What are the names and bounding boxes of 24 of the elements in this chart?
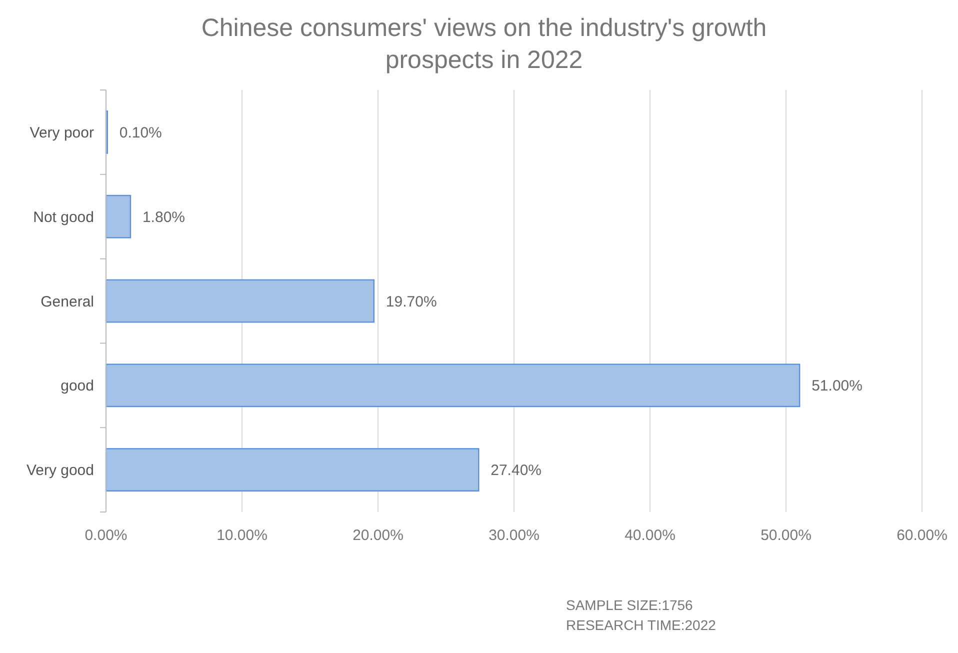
x-tick-label: 30.00% — [488, 527, 540, 544]
data-label: 27.40% — [490, 462, 542, 480]
bar — [105, 448, 480, 492]
x-tick-label: 50.00% — [760, 527, 812, 544]
data-label: 51.00% — [812, 378, 862, 395]
x-tick-label: 10.00% — [216, 527, 268, 544]
text: RESEARCH TIME:2022 — [566, 617, 716, 633]
x-tick-label: 40.00% — [624, 527, 676, 544]
x-tick-label: 20.00% — [352, 527, 404, 544]
data-label: 1.80% — [142, 208, 186, 226]
y-tick-label: Very good — [26, 462, 94, 480]
bar — [105, 279, 375, 323]
x-tick-label: 0.00% — [84, 527, 128, 544]
data-label: 0.10% — [119, 124, 162, 142]
y-tick-label: General — [40, 293, 94, 310]
y-tick-label: good — [60, 378, 94, 395]
bar — [105, 194, 132, 238]
bar — [105, 364, 800, 408]
chart-title: Chinese consumers' views on the industry's growth prospects in 2022 — [201, 14, 767, 74]
x-tick-label: 60.00% — [896, 527, 948, 544]
text: SAMPLE SIZE:1756 — [566, 597, 694, 613]
y-tick-label: Not good — [33, 208, 94, 226]
data-label: 19.70% — [386, 293, 437, 310]
y-tick-label: Very poor — [30, 124, 94, 142]
